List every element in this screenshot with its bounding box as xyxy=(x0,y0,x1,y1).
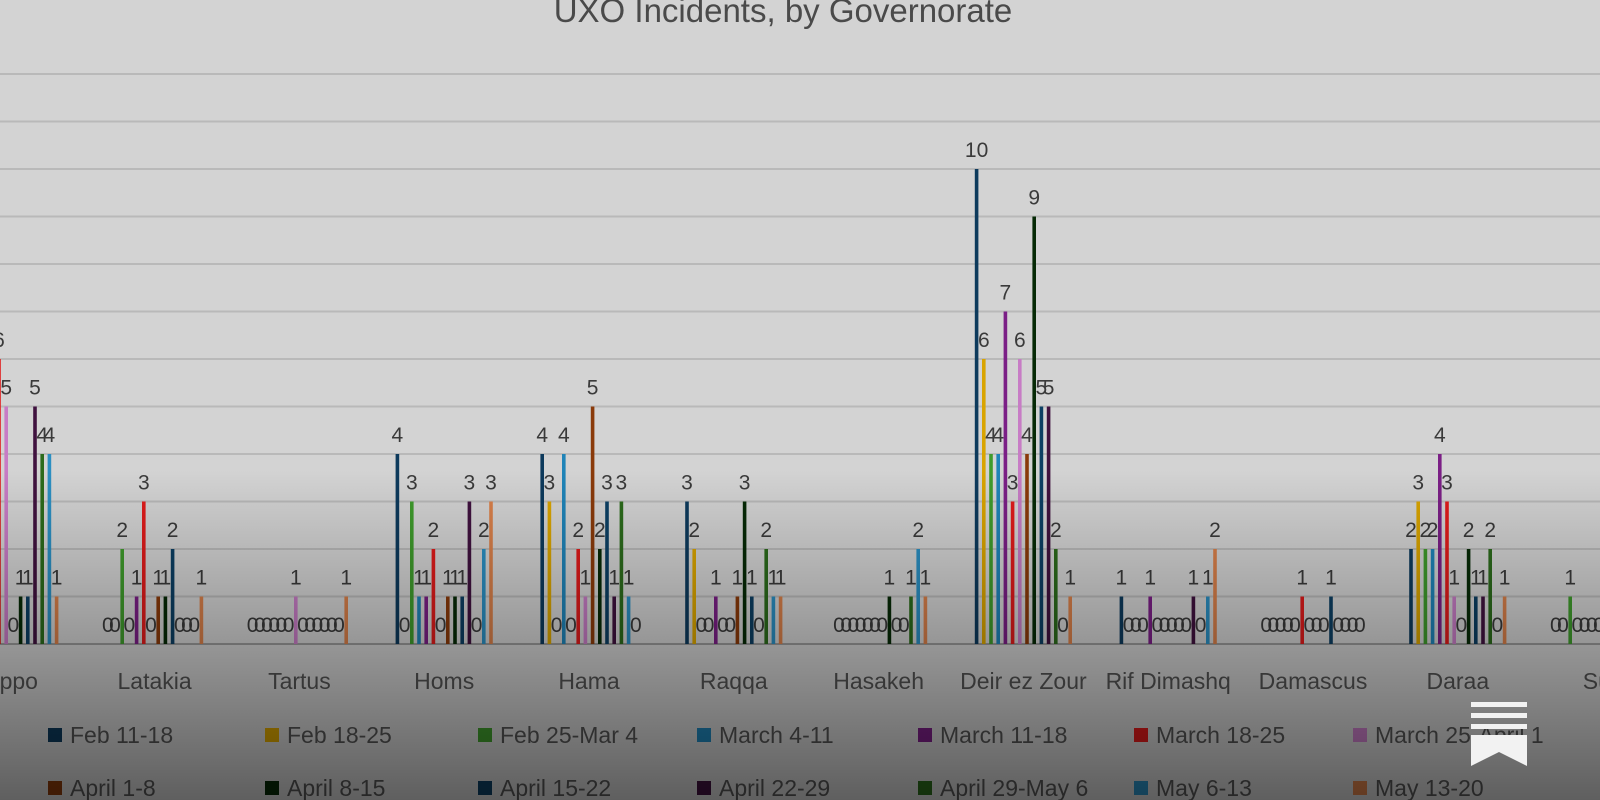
data-label: 10 xyxy=(965,139,988,162)
data-label: 4 xyxy=(536,424,548,447)
bookmark-glyph xyxy=(1471,702,1527,766)
data-label: 4 xyxy=(558,424,570,447)
data-label: 6 xyxy=(0,329,5,352)
data-label: 4 xyxy=(992,424,1004,447)
data-label: 4 xyxy=(1021,424,1033,447)
data-label: 4 xyxy=(392,424,404,447)
data-label: 5 xyxy=(29,377,41,400)
data-label: 4 xyxy=(44,424,56,447)
data-label: 7 xyxy=(1000,282,1012,305)
data-label: 4 xyxy=(1434,424,1446,447)
data-label: 9 xyxy=(1028,187,1040,210)
bottom-shade-overlay xyxy=(0,470,1600,800)
chart-title: UXO Incidents, by Governorate xyxy=(554,0,1013,29)
data-label: 5 xyxy=(587,377,599,400)
data-label: 4 xyxy=(985,424,997,447)
data-label: 5 xyxy=(0,377,12,400)
bookmark-icon[interactable] xyxy=(1471,702,1527,768)
data-label: 5 xyxy=(1043,377,1055,400)
data-label: 6 xyxy=(1014,329,1026,352)
data-label: 4 xyxy=(36,424,48,447)
bar xyxy=(1032,216,1036,644)
bar xyxy=(974,169,979,644)
data-label: 6 xyxy=(978,329,990,352)
data-label: 5 xyxy=(1036,377,1048,400)
